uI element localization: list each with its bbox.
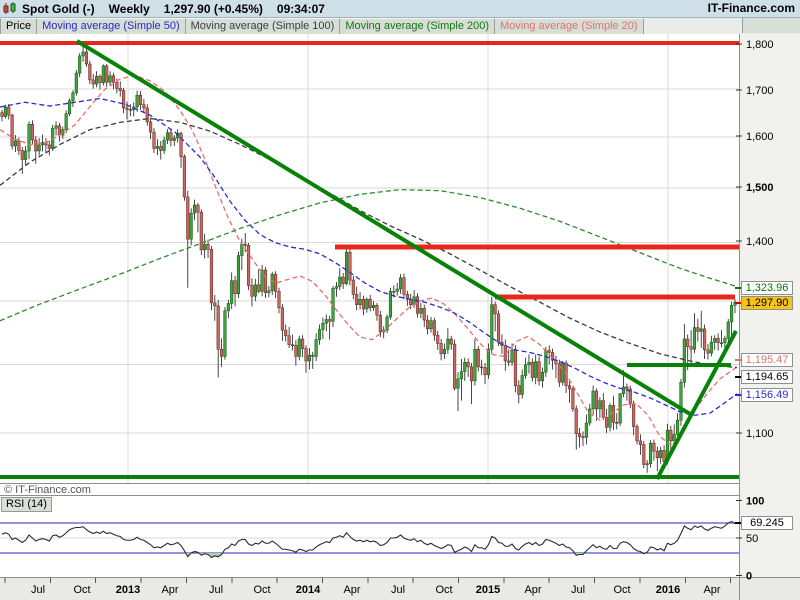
price-and-rsi-plot[interactable]: Jul Oct 2013 Apr Jul Oct 2014 Apr Jul Oct 2015 Apr J… xyxy=(0,34,800,600)
tab-ma-simple-50[interactable]: Moving average (Simple 50) xyxy=(37,18,186,34)
price-axis-tick: 1,600 xyxy=(746,131,774,143)
tab-ma-simple-100[interactable]: Moving average (Simple 100) xyxy=(185,18,341,34)
watermark: © IT-Finance.com xyxy=(4,484,91,496)
tab-ma-simple-200[interactable]: Moving average (Simple 200) xyxy=(340,18,496,34)
rsi-axis-tick: 0 xyxy=(746,571,752,583)
tab-ma-simple-20[interactable]: Moving average (Simple 20) xyxy=(495,18,644,34)
rsi-axis-tick: 100 xyxy=(746,496,764,508)
price-axis-tick: 1,800 xyxy=(746,39,774,51)
time-axis-label: Oct xyxy=(613,584,630,596)
rsi-panel xyxy=(0,520,739,559)
time-axis-label: 2013 xyxy=(116,584,140,596)
time-axis-label: Jul xyxy=(391,584,405,596)
uptrend-line xyxy=(655,330,738,480)
downtrend-line xyxy=(75,39,692,416)
price-label-ma200-value-tick xyxy=(735,287,741,289)
time-axis-label: Apr xyxy=(161,584,178,596)
tab-price[interactable]: Price xyxy=(0,18,38,34)
price-axis-tick: 1,500 xyxy=(746,182,774,194)
time-axis: Jul Oct 2013 Apr Jul Oct 2014 Apr Jul Oct 2015 Apr J… xyxy=(4,578,732,596)
price-label-ma20-value: 1,195.47 xyxy=(741,353,793,367)
price-label-ma50-value: 1,156.49 xyxy=(741,388,793,402)
rsi-line xyxy=(1,520,736,559)
chart-area[interactable]: Jul Oct 2013 Apr Jul Oct 2014 Apr Jul Oct 2015 Apr J… xyxy=(0,34,800,600)
brand-logo-text: IT-Finance.com xyxy=(707,1,795,15)
time-axis-label: Apr xyxy=(703,584,720,596)
sma200-line xyxy=(0,188,738,322)
time-axis-label: Jul xyxy=(31,584,45,596)
axis-header-cell xyxy=(742,18,800,33)
price-label-ma100-value: 1,194.65 xyxy=(741,370,793,384)
price-label-last-price-tick xyxy=(735,302,741,304)
change-percent: (+0.45%) xyxy=(213,1,263,16)
time-axis-label: Oct xyxy=(435,584,452,596)
price-gridlines xyxy=(0,34,739,483)
time-axis-label: Oct xyxy=(73,584,90,596)
timeframe-label: Weekly xyxy=(108,1,150,16)
time-axis-label: Oct xyxy=(253,584,270,596)
price-label-ma50-value-tick xyxy=(735,394,741,396)
plot-background xyxy=(0,34,800,600)
red-green-candlestick-icon xyxy=(3,2,16,14)
rsi-current-value-label: 69.245 xyxy=(741,516,793,530)
symbol-name: Spot Gold (-) xyxy=(22,1,95,16)
time-axis-label: 2014 xyxy=(296,584,321,596)
sma50-line xyxy=(0,97,738,416)
chart-header: Spot Gold (-) Weekly 1,297.90 (+0.45%) 0… xyxy=(0,0,800,18)
time-axis-label: Jul xyxy=(209,584,223,596)
price-axis-tick: 1,700 xyxy=(746,85,774,97)
price-label-last-price: 1,297.90 xyxy=(741,296,793,310)
price-label-ma100-value-tick xyxy=(735,376,741,378)
price-axis-tick: 1,400 xyxy=(746,236,774,248)
quote-time: 09:34:07 xyxy=(276,1,325,16)
last-price-text: 1,297.90 xyxy=(163,1,211,16)
time-axis-label: 2015 xyxy=(476,584,500,596)
time-axis-label: 2016 xyxy=(656,584,680,596)
time-axis-label: Jul xyxy=(571,584,585,596)
sma20-line xyxy=(0,74,738,447)
rsi-current-value-label-tick xyxy=(735,522,741,524)
rsi-axis-tick: 50 xyxy=(746,533,758,545)
time-axis-label: Apr xyxy=(524,584,541,596)
value-axis-labels: 1,800 1,700 1,600 1,500 1,400 1,100 100 50 0 xyxy=(736,39,774,583)
price-label-ma20-value-tick xyxy=(735,359,741,361)
time-axis-label: Apr xyxy=(343,584,360,596)
indicator-tab-bar: Price Moving average (Simple 50) Moving … xyxy=(0,18,800,35)
price-axis-tick: 1,100 xyxy=(746,428,774,440)
price-label-ma200-value: 1,323.96 xyxy=(741,281,793,295)
time-axis-strip xyxy=(0,578,800,600)
price-axis-column xyxy=(740,34,800,600)
tab-rsi-indicator[interactable]: RSI (14) xyxy=(1,497,52,512)
